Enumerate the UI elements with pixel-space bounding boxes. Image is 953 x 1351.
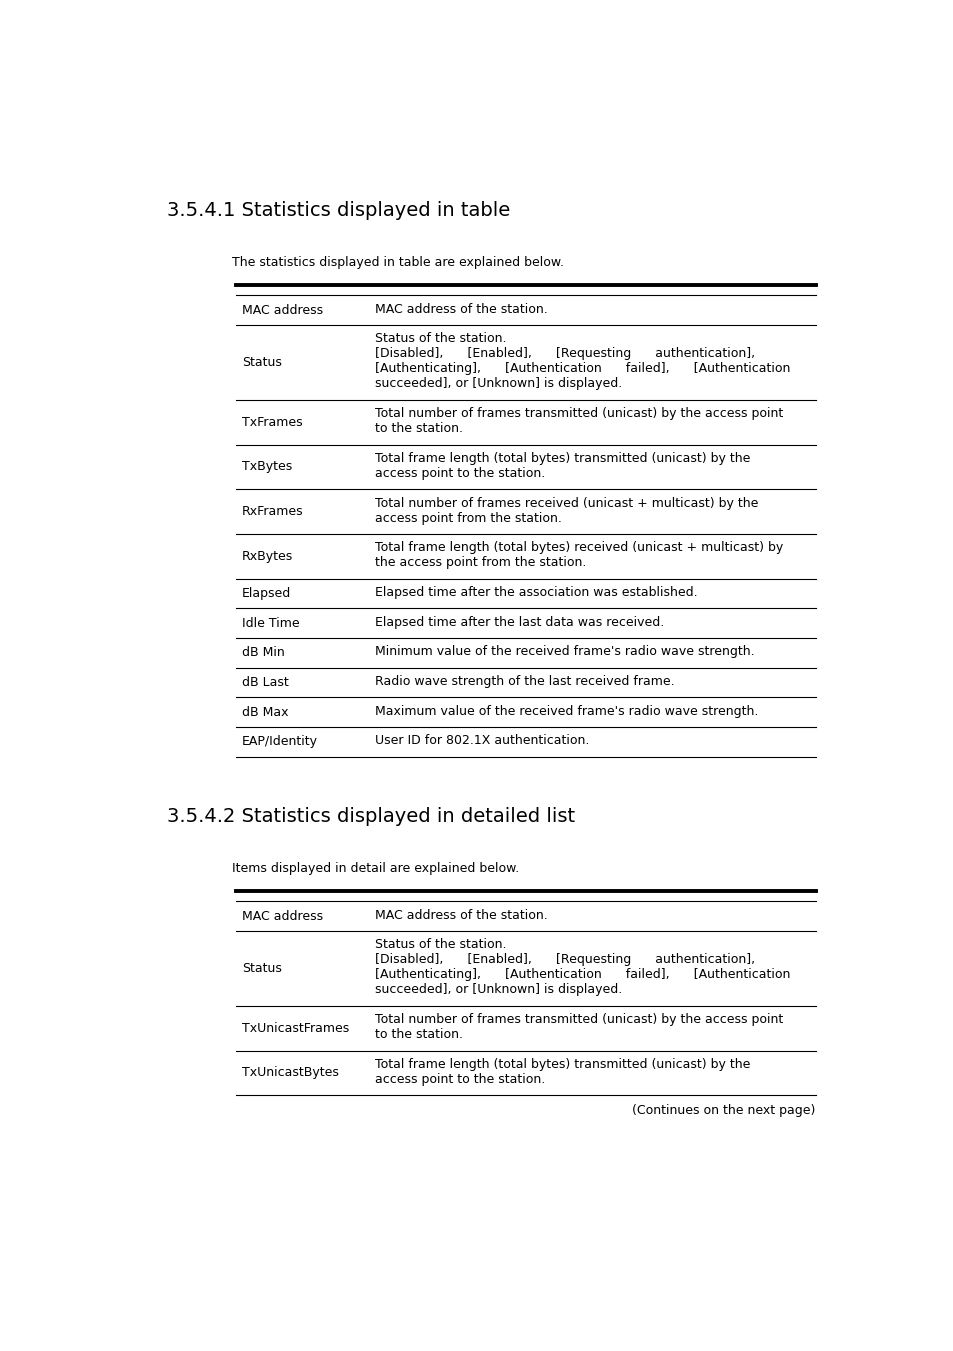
Text: access point to the station.: access point to the station. <box>375 1073 545 1086</box>
Text: [Disabled],      [Enabled],      [Requesting      authentication],: [Disabled], [Enabled], [Requesting authe… <box>375 954 755 966</box>
Text: succeeded], or [Unknown] is displayed.: succeeded], or [Unknown] is displayed. <box>375 984 621 997</box>
Text: succeeded], or [Unknown] is displayed.: succeeded], or [Unknown] is displayed. <box>375 377 621 390</box>
Text: Idle Time: Idle Time <box>242 616 299 630</box>
Text: [Authenticating],      [Authentication      failed],      [Authentication: [Authenticating], [Authentication failed… <box>375 362 790 376</box>
Text: RxFrames: RxFrames <box>242 505 303 519</box>
Text: Total number of frames transmitted (unicast) by the access point: Total number of frames transmitted (unic… <box>375 407 782 420</box>
Text: the access point from the station.: the access point from the station. <box>375 557 586 569</box>
Text: Total frame length (total bytes) transmitted (unicast) by the: Total frame length (total bytes) transmi… <box>375 1058 750 1071</box>
Text: Total number of frames transmitted (unicast) by the access point: Total number of frames transmitted (unic… <box>375 1013 782 1025</box>
Text: (Continues on the next page): (Continues on the next page) <box>632 1104 815 1116</box>
Text: MAC address of the station.: MAC address of the station. <box>375 908 547 921</box>
Text: to the station.: to the station. <box>375 422 462 435</box>
Text: Status: Status <box>242 355 281 369</box>
Text: Elapsed: Elapsed <box>242 588 291 600</box>
Text: Total number of frames received (unicast + multicast) by the: Total number of frames received (unicast… <box>375 497 758 509</box>
Text: EAP/Identity: EAP/Identity <box>242 735 317 748</box>
Text: [Authenticating],      [Authentication      failed],      [Authentication: [Authenticating], [Authentication failed… <box>375 969 790 981</box>
Text: 3.5.4.1 Statistics displayed in table: 3.5.4.1 Statistics displayed in table <box>167 200 510 220</box>
Text: TxBytes: TxBytes <box>242 461 292 473</box>
Text: Status of the station.: Status of the station. <box>375 332 506 346</box>
Text: access point from the station.: access point from the station. <box>375 512 561 524</box>
Text: Elapsed time after the association was established.: Elapsed time after the association was e… <box>375 586 697 598</box>
Text: TxUnicastFrames: TxUnicastFrames <box>242 1021 349 1035</box>
Text: dB Last: dB Last <box>242 676 289 689</box>
Text: 3.5.4.2 Statistics displayed in detailed list: 3.5.4.2 Statistics displayed in detailed… <box>167 807 575 825</box>
Text: TxUnicastBytes: TxUnicastBytes <box>242 1066 338 1079</box>
Text: Items displayed in detail are explained below.: Items displayed in detail are explained … <box>233 862 519 874</box>
Text: Total frame length (total bytes) received (unicast + multicast) by: Total frame length (total bytes) receive… <box>375 542 782 554</box>
Text: TxFrames: TxFrames <box>242 416 302 428</box>
Text: to the station.: to the station. <box>375 1028 462 1042</box>
Text: Total frame length (total bytes) transmitted (unicast) by the: Total frame length (total bytes) transmi… <box>375 451 750 465</box>
Text: Status of the station.: Status of the station. <box>375 938 506 951</box>
Text: RxBytes: RxBytes <box>242 550 293 563</box>
Text: Maximum value of the received frame's radio wave strength.: Maximum value of the received frame's ra… <box>375 705 758 717</box>
Text: MAC address: MAC address <box>242 304 323 316</box>
Text: Elapsed time after the last data was received.: Elapsed time after the last data was rec… <box>375 616 663 628</box>
Text: dB Min: dB Min <box>242 646 284 659</box>
Text: MAC address: MAC address <box>242 909 323 923</box>
Text: Status: Status <box>242 962 281 975</box>
Text: Minimum value of the received frame's radio wave strength.: Minimum value of the received frame's ra… <box>375 646 754 658</box>
Text: access point to the station.: access point to the station. <box>375 467 545 480</box>
Text: The statistics displayed in table are explained below.: The statistics displayed in table are ex… <box>233 255 564 269</box>
Text: Radio wave strength of the last received frame.: Radio wave strength of the last received… <box>375 676 674 688</box>
Text: User ID for 802.1X authentication.: User ID for 802.1X authentication. <box>375 735 589 747</box>
Text: dB Max: dB Max <box>242 705 288 719</box>
Text: MAC address of the station.: MAC address of the station. <box>375 303 547 316</box>
Text: [Disabled],      [Enabled],      [Requesting      authentication],: [Disabled], [Enabled], [Requesting authe… <box>375 347 755 361</box>
